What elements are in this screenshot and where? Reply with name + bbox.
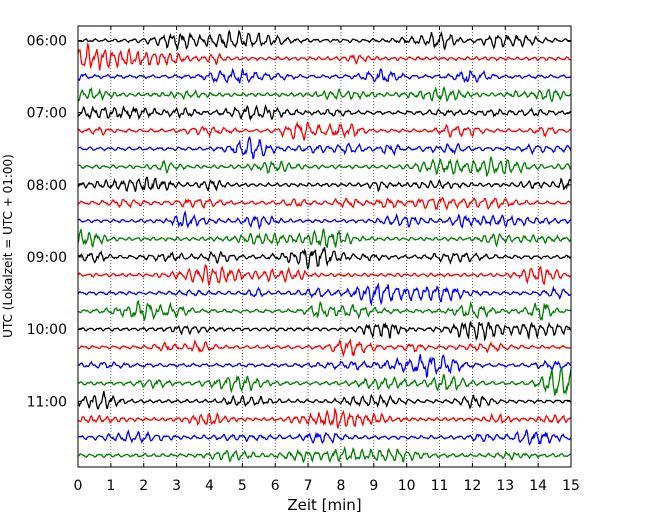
y-axis-label: UTC (Lokalzeit = UTC + 01:00) [1, 154, 15, 338]
trace-line [77, 428, 572, 446]
trace-line [77, 103, 572, 122]
trace-line [77, 354, 572, 378]
trace-line [77, 337, 571, 358]
trace-line [77, 29, 572, 51]
y-tick-label: 09:00 [27, 250, 67, 266]
y-tick-label: 08:00 [27, 178, 67, 194]
x-tick-label: 12 [463, 478, 481, 494]
plot-frame [77, 25, 572, 468]
trace-line [77, 391, 572, 410]
trace-line [77, 176, 572, 193]
x-tick-label: 0 [74, 478, 83, 494]
trace-line [77, 120, 571, 141]
x-tick-label: 6 [271, 478, 280, 494]
x-tick-label: 11 [431, 478, 449, 494]
y-tick-label: 11:00 [27, 394, 67, 410]
x-axis-label: Zeit [min] [287, 496, 361, 514]
trace-line [77, 67, 572, 84]
y-tick-label: 06:00 [27, 34, 67, 50]
trace-line [77, 135, 572, 160]
trace-line [77, 247, 572, 270]
trace-line [77, 155, 572, 177]
trace-line [77, 264, 572, 287]
x-tick-label: 9 [369, 478, 378, 494]
trace-line [77, 41, 571, 71]
y-axis-ticks: 06:00 07:00 08:00 09:00 10:00 11:00 [27, 34, 571, 410]
trace-line [77, 320, 572, 342]
x-axis-ticks: 0 1 2 3 4 5 6 7 8 9 10 11 12 13 14 15 [74, 26, 580, 494]
x-tick-label: 8 [336, 478, 345, 494]
trace-line [78, 196, 572, 211]
x-tick-label: 1 [106, 478, 115, 494]
trace-line [77, 445, 571, 464]
x-tick-label: 2 [139, 478, 148, 494]
trace-line [77, 282, 572, 307]
y-tick-label: 07:00 [27, 106, 67, 122]
x-tick-label: 5 [238, 478, 247, 494]
trace-line [77, 210, 572, 231]
trace-line [77, 406, 572, 429]
x-tick-label: 3 [172, 478, 181, 494]
x-tick-label: 13 [496, 478, 514, 494]
trace-line [77, 227, 572, 249]
x-tick-label: 15 [562, 478, 580, 494]
x-tick-label: 7 [304, 478, 313, 494]
y-tick-label: 10:00 [27, 322, 67, 338]
trace-line [77, 299, 572, 322]
x-tick-label: 14 [529, 478, 547, 494]
trace-line [77, 367, 572, 396]
trace-line [77, 86, 572, 103]
seismic-traces [77, 29, 572, 464]
x-tick-label: 10 [398, 478, 416, 494]
x-tick-label: 4 [205, 478, 214, 494]
